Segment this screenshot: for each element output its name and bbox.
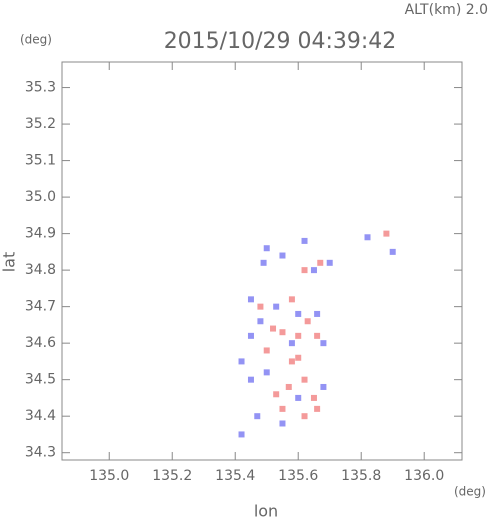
echo-cell bbox=[288, 296, 295, 303]
echo-cell bbox=[314, 332, 321, 339]
echo-cell bbox=[263, 347, 270, 354]
echo-cell bbox=[295, 354, 302, 361]
echo-cell bbox=[238, 358, 245, 365]
annotation: ALT(km) 2.0 bbox=[405, 2, 488, 18]
y-tick-label: 35.2 bbox=[25, 116, 56, 132]
echo-cell bbox=[263, 245, 270, 252]
echo-cell bbox=[295, 310, 302, 317]
x-unit: (deg) bbox=[454, 485, 486, 499]
echo-cell bbox=[285, 383, 292, 390]
echo-cell bbox=[304, 318, 311, 325]
echo-cell bbox=[279, 405, 286, 412]
echo-cell bbox=[320, 340, 327, 347]
echo-cell bbox=[288, 340, 295, 347]
echo-cell bbox=[257, 303, 264, 310]
echo-cell bbox=[270, 325, 277, 332]
echo-cell bbox=[247, 376, 254, 383]
echo-cell bbox=[301, 267, 308, 274]
y-unit: (deg) bbox=[20, 33, 52, 47]
echo-cell bbox=[279, 420, 286, 427]
y-tick-label: 34.3 bbox=[25, 445, 56, 461]
echo-cell bbox=[326, 259, 333, 266]
y-tick-label: 35.3 bbox=[25, 80, 56, 96]
echo-cell bbox=[301, 237, 308, 244]
echo-cell bbox=[279, 329, 286, 336]
echo-cell bbox=[238, 431, 245, 438]
echo-cell bbox=[260, 259, 267, 266]
echo-cell bbox=[383, 230, 390, 237]
echo-cell bbox=[254, 413, 261, 420]
plot-frame bbox=[61, 61, 463, 461]
echo-cell bbox=[314, 310, 321, 317]
x-tick-label: 135.4 bbox=[215, 468, 255, 484]
echo-cell bbox=[279, 252, 286, 259]
x-tick-label: 136.0 bbox=[404, 468, 444, 484]
echo-cell bbox=[310, 394, 317, 401]
echo-cell bbox=[247, 296, 254, 303]
x-tick-label: 135.0 bbox=[89, 468, 129, 484]
echo-cell bbox=[263, 369, 270, 376]
echo-cell bbox=[288, 358, 295, 365]
echo-cell bbox=[389, 248, 396, 255]
echo-cell bbox=[301, 376, 308, 383]
y-tick-label: 35.1 bbox=[25, 153, 56, 169]
x-tick-label: 135.6 bbox=[278, 468, 318, 484]
echo-cell bbox=[273, 391, 280, 398]
echo-cell bbox=[314, 405, 321, 412]
echo-cell bbox=[310, 267, 317, 274]
echo-cell bbox=[295, 332, 302, 339]
y-tick-label: 34.5 bbox=[25, 372, 56, 388]
chart-title: 2015/10/29 04:39:42 bbox=[164, 29, 397, 54]
echo-cell bbox=[247, 332, 254, 339]
y-tick-label: 34.9 bbox=[25, 226, 56, 242]
x-tick-label: 135.2 bbox=[152, 468, 192, 484]
echo-cell bbox=[257, 318, 264, 325]
y-tick-label: 34.7 bbox=[25, 299, 56, 315]
echo-cell bbox=[301, 413, 308, 420]
y-tick-label: 34.8 bbox=[25, 262, 56, 278]
x-axis-label: lon bbox=[254, 502, 278, 521]
y-tick-label: 34.4 bbox=[25, 408, 56, 424]
y-tick-label: 34.6 bbox=[25, 335, 56, 351]
y-tick-label: 35.0 bbox=[25, 189, 56, 205]
echo-cell bbox=[295, 394, 302, 401]
echo-cell bbox=[317, 259, 324, 266]
echo-cell bbox=[364, 234, 371, 241]
y-axis-label: lat bbox=[0, 252, 19, 273]
x-tick-label: 135.8 bbox=[341, 468, 381, 484]
echo-cell bbox=[273, 303, 280, 310]
echo-cell bbox=[320, 383, 327, 390]
